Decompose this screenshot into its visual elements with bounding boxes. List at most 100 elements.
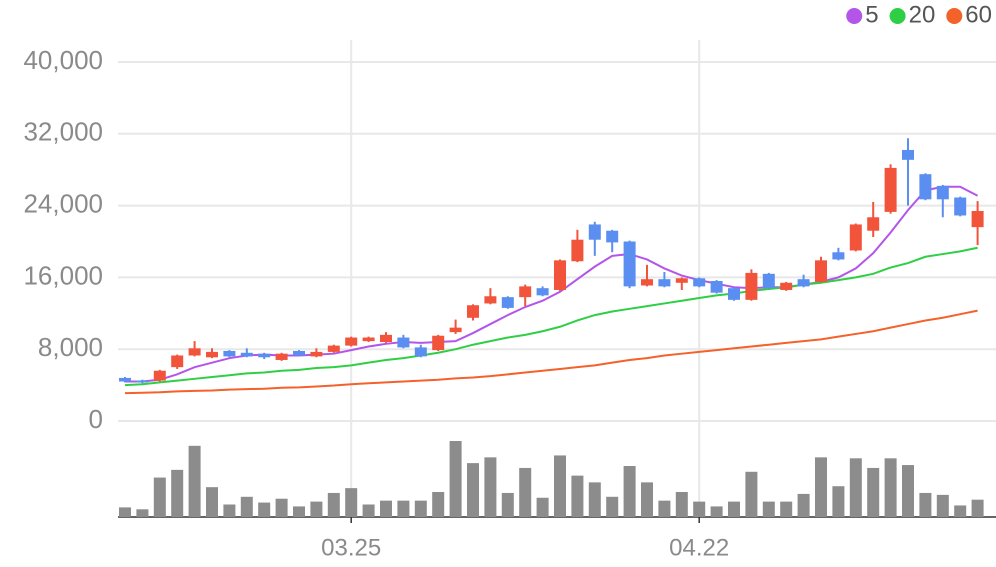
candle-body bbox=[710, 280, 723, 293]
x-tick-label: 03.25 bbox=[321, 534, 381, 561]
candle-body bbox=[119, 377, 131, 382]
volume-bar bbox=[293, 506, 305, 517]
volume-bar bbox=[467, 463, 479, 517]
candle-body bbox=[588, 224, 601, 240]
volume-bar bbox=[971, 499, 984, 517]
candle-body bbox=[919, 174, 932, 200]
candle-body bbox=[484, 296, 497, 304]
volume-bar bbox=[936, 494, 949, 517]
volume-bar bbox=[745, 471, 758, 517]
volume-bar bbox=[223, 504, 236, 517]
candle-body bbox=[623, 241, 636, 287]
volume-bar bbox=[327, 492, 340, 517]
volume-bar bbox=[362, 504, 375, 517]
candle-body bbox=[414, 347, 427, 357]
candle-body bbox=[153, 370, 166, 381]
volume-bar bbox=[119, 507, 131, 517]
volume-bar bbox=[606, 496, 619, 517]
candle-body bbox=[206, 351, 218, 358]
candle-body bbox=[832, 252, 845, 260]
volume-bar bbox=[206, 487, 218, 517]
candle-body bbox=[136, 380, 149, 383]
volume-bar bbox=[780, 501, 793, 517]
candle-body bbox=[171, 355, 184, 368]
ma-line bbox=[124, 309, 978, 395]
candle-body bbox=[519, 286, 532, 298]
y-tick-label: 24,000 bbox=[23, 188, 103, 218]
volume-bar bbox=[849, 458, 862, 517]
volume-bar bbox=[310, 501, 323, 517]
candle-body bbox=[501, 297, 514, 308]
candle-body bbox=[606, 230, 619, 243]
candle-body bbox=[432, 335, 445, 351]
volume-bar bbox=[728, 501, 740, 517]
candle-body bbox=[362, 337, 375, 342]
legend-label: 5 bbox=[865, 1, 878, 28]
volume-bar bbox=[623, 466, 636, 517]
candle-body bbox=[658, 279, 671, 287]
volume-bar bbox=[675, 491, 688, 517]
y-tick-label: 0 bbox=[89, 404, 103, 434]
candle-body bbox=[327, 345, 340, 352]
candle-body bbox=[780, 282, 793, 290]
candle-body bbox=[884, 167, 897, 212]
candle-body bbox=[815, 260, 827, 282]
candle-body bbox=[449, 327, 462, 333]
volume-bar bbox=[919, 492, 932, 517]
candle-body bbox=[936, 185, 949, 200]
candle-body bbox=[867, 217, 880, 231]
candle-body bbox=[954, 197, 967, 216]
candle-body bbox=[467, 305, 479, 318]
legend-marker bbox=[889, 8, 906, 24]
legend-label: 60 bbox=[965, 1, 992, 28]
candle-body bbox=[554, 260, 566, 290]
volume-bar bbox=[867, 467, 880, 517]
volume-bar bbox=[641, 482, 653, 517]
candle-body bbox=[397, 337, 410, 348]
volume-bar bbox=[153, 477, 166, 517]
volume-bar bbox=[710, 506, 723, 517]
candle-body bbox=[571, 239, 584, 262]
volume-bar bbox=[797, 493, 810, 517]
volume-bar bbox=[658, 500, 671, 517]
candle-body bbox=[345, 337, 358, 346]
volume-bar bbox=[240, 496, 253, 517]
candle-body bbox=[275, 353, 288, 360]
volume-bar bbox=[832, 486, 845, 517]
candle-body bbox=[849, 224, 862, 251]
candle-body bbox=[240, 352, 253, 357]
volume-bar bbox=[693, 501, 706, 517]
volume-bar bbox=[449, 441, 462, 517]
candle-body bbox=[728, 288, 740, 300]
volume-bar bbox=[884, 458, 897, 517]
y-tick-label: 8,000 bbox=[38, 332, 103, 362]
volume-bar bbox=[588, 482, 601, 517]
candle-body bbox=[293, 350, 305, 356]
candle-body bbox=[762, 273, 775, 289]
ma-line bbox=[125, 185, 979, 383]
y-tick-label: 16,000 bbox=[23, 260, 103, 290]
candle-body bbox=[902, 149, 914, 160]
candle-body bbox=[536, 288, 549, 296]
candle-body bbox=[675, 278, 688, 283]
candle-body bbox=[797, 279, 810, 287]
volume-bar bbox=[345, 488, 358, 517]
candle-body bbox=[258, 353, 271, 358]
candle-body bbox=[188, 348, 201, 356]
volume-bar bbox=[571, 475, 584, 517]
volume-bar bbox=[536, 497, 549, 517]
volume-bar bbox=[954, 505, 967, 517]
ma-line bbox=[124, 246, 978, 387]
volume-bar bbox=[258, 502, 271, 517]
x-tick-label: 04.22 bbox=[669, 534, 729, 561]
volume-bar bbox=[188, 445, 201, 517]
volume-bar bbox=[397, 500, 410, 517]
volume-bar bbox=[501, 492, 514, 517]
volume-bar bbox=[519, 467, 532, 517]
candle-body bbox=[223, 350, 236, 357]
volume-bar bbox=[815, 457, 827, 517]
volume-bar bbox=[902, 465, 914, 517]
volume-bar bbox=[275, 498, 288, 517]
